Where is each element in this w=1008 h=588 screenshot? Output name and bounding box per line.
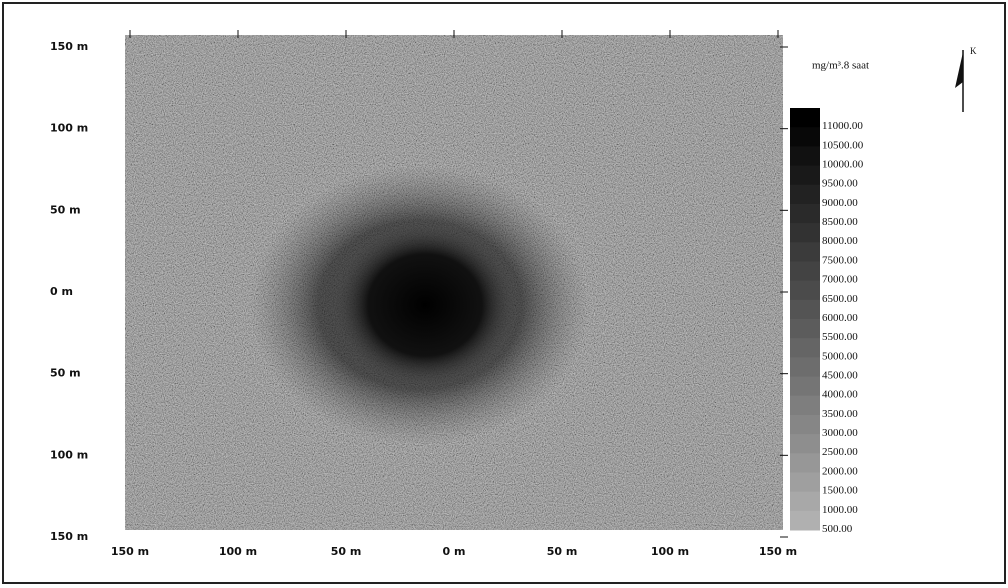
colorbar-label: 5000.00 (822, 350, 858, 362)
x-tick-label: 100 m (651, 545, 689, 558)
north-arrow: K (955, 46, 977, 112)
colorbar-swatch (790, 453, 820, 473)
colorbar-swatch (790, 511, 820, 531)
colorbar-label: 10500.00 (822, 139, 864, 151)
colorbar-swatch (790, 166, 820, 186)
colorbar-swatch (790, 472, 820, 492)
colorbar-swatch (790, 492, 820, 512)
colorbar-swatch (790, 223, 820, 243)
x-tick-label: 50 m (547, 545, 578, 558)
colorbar-swatch (790, 108, 820, 128)
contour-field (125, 35, 783, 530)
colorbar-label: 9500.00 (822, 178, 858, 190)
colorbar-label: 3500.00 (822, 408, 858, 420)
legend-title: mg/m³.8 saat (812, 60, 869, 72)
colorbar-swatch (790, 434, 820, 454)
colorbar-label: 5500.00 (822, 331, 858, 343)
colorbar-label: 6000.00 (822, 312, 858, 324)
colorbar-swatch (790, 127, 820, 147)
y-tick-label: 100 m (50, 122, 88, 135)
colorbar-swatch (790, 357, 820, 377)
north-head (955, 52, 963, 88)
chart: mg/m³.8 saat K 150 m 100 m 50 m 0 m 50 m 100 … (0, 0, 1008, 588)
colorbar-swatch (790, 319, 820, 339)
y-tick-label: 0 m (50, 285, 73, 298)
north-label: K (970, 46, 977, 56)
colorbar-label: 8000.00 (822, 235, 858, 247)
colorbar-swatch (790, 377, 820, 397)
colorbar-swatch (790, 204, 820, 224)
colorbar-label: 500.00 (822, 523, 853, 535)
colorbar-label: 1500.00 (822, 485, 858, 497)
x-tick-label: 150 m (111, 545, 149, 558)
x-tick-label: 50 m (331, 545, 362, 558)
y-tick-label: 50 m (50, 203, 81, 216)
plume-core (330, 220, 520, 390)
colorbar-swatch (790, 146, 820, 166)
colorbar-label: 7500.00 (822, 254, 858, 266)
colorbar-swatch (790, 185, 820, 205)
colorbar-label: 3000.00 (822, 427, 858, 439)
colorbar-label: 6500.00 (822, 293, 858, 305)
colorbar-label: 7000.00 (822, 274, 858, 286)
colorbar-label: 2500.00 (822, 446, 858, 458)
colorbar-label: 10000.00 (822, 158, 864, 170)
colorbar-swatch (790, 242, 820, 262)
colorbar-swatch (790, 396, 820, 416)
colorbar-label: 1000.00 (822, 504, 858, 516)
x-tick-label: 100 m (219, 545, 257, 558)
colorbar-swatch (790, 415, 820, 435)
colorbar-label: 11000.00 (822, 120, 863, 132)
colorbar-swatch (790, 300, 820, 320)
y-tick-label: 100 m (50, 448, 88, 461)
y-tick-label: 150 m (50, 40, 88, 53)
colorbar-label: 4500.00 (822, 369, 858, 381)
colorbar-swatch (790, 261, 820, 281)
x-tick-label: 150 m (759, 545, 797, 558)
y-tick-label: 50 m (50, 367, 81, 380)
colorbar-swatch (790, 338, 820, 358)
y-tick-label: 150 m (50, 530, 88, 543)
colorbar-label: 4000.00 (822, 389, 858, 401)
colorbar-swatch (790, 281, 820, 301)
x-tick-label: 0 m (443, 545, 466, 558)
colorbar-label: 9000.00 (822, 197, 858, 209)
colorbar-label: 2000.00 (822, 465, 858, 477)
colorbar-label: 8500.00 (822, 216, 858, 228)
